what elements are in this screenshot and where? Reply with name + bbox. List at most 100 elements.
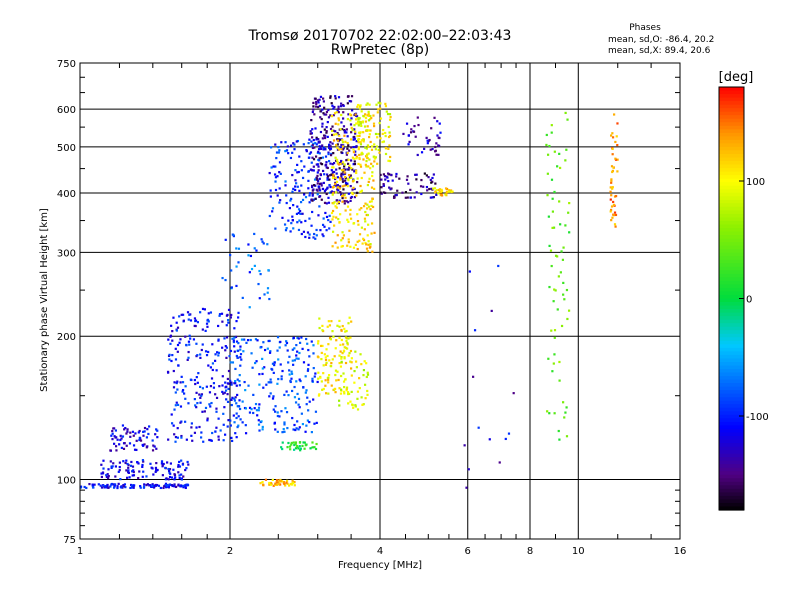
data-point: [340, 148, 343, 151]
data-point: [339, 105, 343, 108]
data-point: [566, 118, 569, 121]
data-point: [221, 390, 224, 394]
data-point: [297, 357, 300, 360]
data-point: [336, 131, 339, 135]
data-point: [257, 282, 260, 286]
data-point: [111, 432, 114, 435]
colorbar-segment: [719, 150, 744, 155]
data-point: [488, 438, 491, 441]
data-point: [346, 95, 350, 98]
grid-lines: [80, 63, 680, 539]
data-point: [231, 439, 234, 443]
data-point: [233, 345, 236, 348]
data-point: [364, 241, 367, 245]
data-point: [355, 171, 358, 175]
data-point: [174, 485, 178, 489]
data-point: [239, 345, 242, 348]
data-point: [312, 352, 315, 355]
x-tick-label: 16: [674, 546, 687, 557]
data-point: [344, 175, 347, 179]
data-point: [344, 330, 347, 333]
colorbar-segment: [719, 277, 744, 282]
data-point: [310, 185, 314, 189]
data-point: [410, 128, 413, 131]
data-point: [201, 410, 204, 413]
data-point: [444, 193, 447, 196]
data-point: [203, 308, 207, 311]
data-point: [229, 253, 232, 257]
data-point: [349, 217, 353, 220]
colorbar-segment: [719, 337, 744, 342]
data-point: [359, 104, 362, 107]
data-point: [170, 422, 174, 425]
data-point: [231, 337, 234, 340]
data-point: [195, 406, 198, 409]
data-point: [237, 349, 240, 352]
data-point: [234, 396, 237, 399]
data-point: [331, 163, 334, 166]
data-point: [356, 408, 360, 411]
data-point: [189, 319, 193, 322]
colorbar-segment: [719, 302, 744, 307]
data-point: [151, 483, 154, 486]
data-point: [204, 350, 208, 353]
data-point: [314, 155, 318, 158]
data-point: [312, 236, 315, 239]
data-point: [377, 148, 380, 152]
data-point: [313, 375, 316, 378]
data-point: [326, 176, 329, 180]
data-point: [346, 182, 349, 185]
data-point: [314, 127, 317, 130]
data-point: [282, 481, 286, 484]
data-point: [351, 109, 354, 112]
data-point: [226, 318, 230, 322]
data-point: [303, 441, 306, 444]
colorbar-segment: [719, 101, 744, 106]
data-point: [277, 482, 280, 485]
data-point: [546, 194, 549, 197]
data-point: [209, 385, 213, 388]
data-point: [425, 185, 429, 189]
data-point: [285, 194, 288, 197]
data-point: [311, 199, 314, 202]
data-point: [197, 372, 200, 375]
data-point: [357, 124, 360, 127]
data-point: [273, 363, 276, 367]
data-point: [294, 447, 298, 450]
data-point: [358, 239, 361, 242]
data-point: [497, 264, 500, 268]
data-point: [616, 158, 619, 161]
data-point: [552, 226, 556, 229]
phase-header: Phases: [629, 23, 661, 33]
data-point: [210, 401, 213, 405]
data-point: [129, 431, 132, 434]
colorbar-segment: [719, 157, 744, 162]
data-point: [258, 373, 261, 376]
data-point: [356, 390, 360, 393]
data-point: [401, 191, 404, 194]
data-point: [379, 117, 383, 120]
data-point: [364, 113, 367, 116]
colorbar-segment: [719, 213, 744, 219]
data-point: [322, 234, 325, 238]
data-point: [344, 196, 347, 199]
data-point: [219, 429, 222, 432]
data-point: [365, 154, 369, 157]
data-point: [340, 239, 343, 242]
data-point: [343, 392, 346, 395]
data-point: [347, 238, 350, 241]
data-point: [184, 420, 187, 423]
data-point: [206, 318, 210, 321]
data-point: [184, 486, 187, 490]
data-point: [330, 384, 333, 387]
colorbar-segment: [719, 111, 744, 116]
data-point: [190, 426, 193, 429]
data-point: [253, 407, 256, 410]
data-point: [338, 325, 341, 328]
data-point: [250, 267, 254, 271]
data-point: [355, 157, 358, 160]
data-point: [556, 165, 559, 168]
data-point: [274, 180, 277, 183]
data-point: [359, 122, 362, 125]
data-point: [368, 246, 371, 249]
